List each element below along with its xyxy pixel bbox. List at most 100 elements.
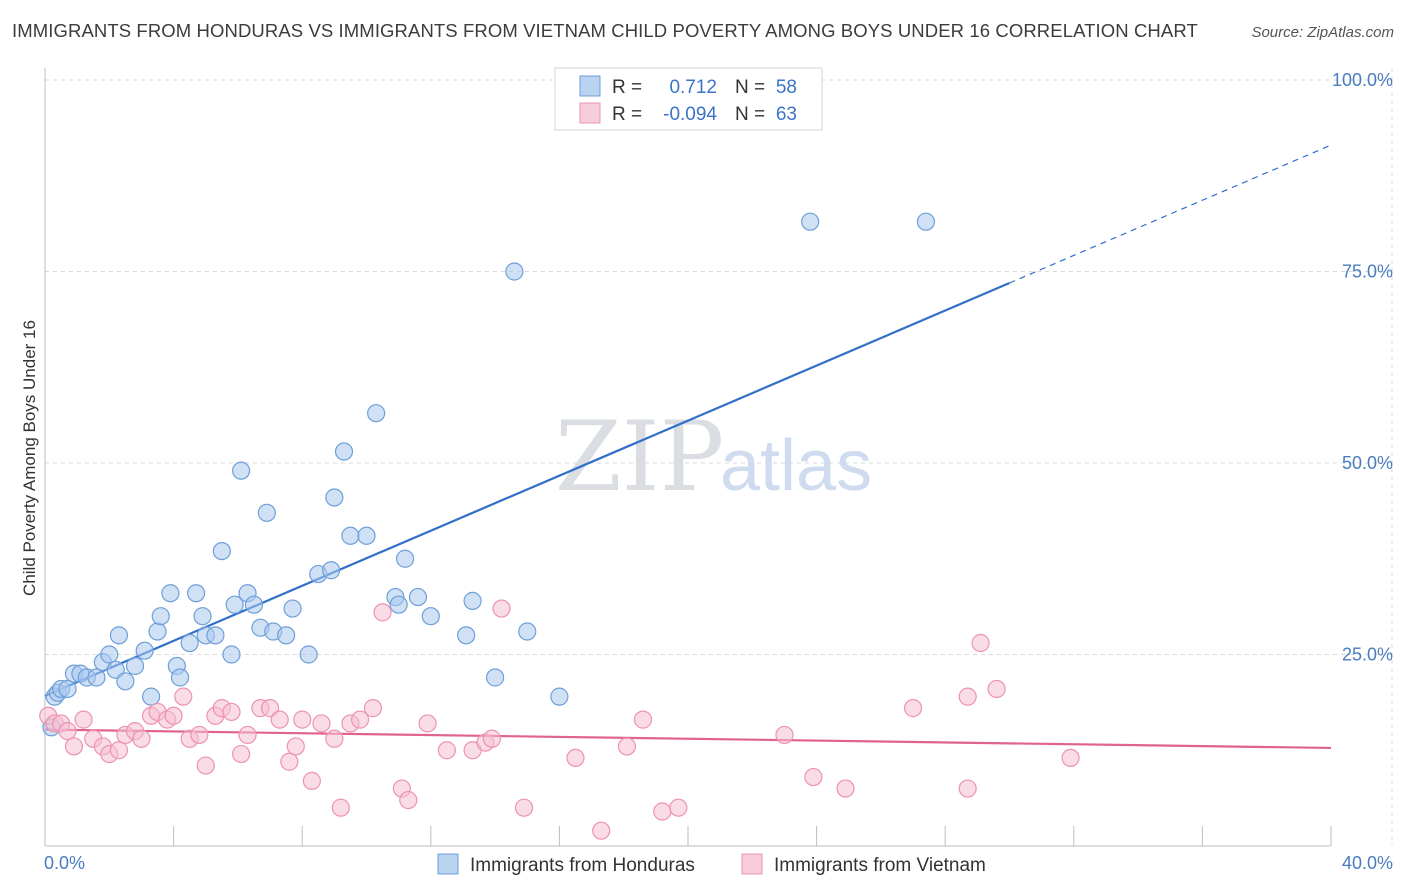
legend-r-label: R = [612,77,642,98]
honduras-point [135,641,154,660]
honduras-point [148,622,167,641]
vietnam-point [617,737,637,756]
honduras-point [109,626,129,645]
honduras-point [212,541,231,561]
vietnam-point [971,633,990,653]
chart-title: IMMIGRANTS FROM HONDURAS VS IMMIGRANTS F… [12,20,1198,41]
honduras-point [283,599,302,618]
gridlines [45,68,1393,846]
honduras-point [116,672,135,691]
honduras-point [225,595,244,614]
honduras-point [125,656,145,676]
vietnam-point [514,798,534,817]
watermark-atlas: atlas [720,426,872,506]
vietnam-point [775,725,794,745]
bottom-legend-label-vietnam: Immigrants from Vietnam [774,855,986,876]
honduras-point [180,633,199,653]
y-tick-label: 25.0% [1342,645,1393,665]
honduras-point [389,595,408,614]
data-points [39,212,1080,840]
vietnam-point [302,771,321,790]
vietnam-point [238,725,257,745]
bottom-legend-swatch-vietnam [741,853,763,875]
vietnam-point [903,699,923,718]
vietnam-trend-line [44,728,1332,750]
vietnam-point [399,790,418,810]
honduras-point [277,626,296,645]
honduras-point [141,687,161,706]
watermark-zip: ZIP [555,401,724,513]
vietnam-point [1061,748,1080,768]
honduras-point [58,679,77,699]
honduras-point [222,645,241,664]
honduras-point [801,212,820,231]
vietnam-point [132,729,151,748]
vietnam-point [958,687,977,706]
vietnam-point [222,702,241,722]
honduras-point [550,687,569,706]
honduras-point [257,503,276,522]
vietnam-point [987,679,1006,699]
vietnam-point [325,729,344,748]
x-tick-label-left: 0.0% [44,853,85,873]
honduras-point [325,488,344,507]
vietnam-point [669,798,688,817]
legend-r-value-vietnam: -0.094 [663,104,717,125]
legend-n-label: N = [735,77,765,98]
bottom-legend-swatch-honduras [437,853,459,875]
honduras-point [916,212,936,231]
vietnam-point [331,798,350,817]
vietnam-point [836,779,855,798]
tick-labels: 25.0% 50.0% 75.0% 100.0% 0.0% 40.0% [44,70,1393,873]
y-axis-title: Child Poverty Among Boys Under 16 [20,320,39,596]
vietnam-point [286,737,305,756]
legend: R = 0.712 N = 58 R = -0.094 N = 63 [554,67,823,131]
vietnam-point [232,744,251,764]
vietnam-point [804,767,823,787]
vietnam-point [592,821,611,840]
legend-swatch-honduras [579,75,601,97]
x-tick-label-right: 40.0% [1342,853,1393,873]
vietnam-point [633,710,653,729]
legend-n-label: N = [735,104,765,125]
watermark: ZIP atlas [555,401,872,513]
honduras-point [457,626,476,645]
honduras-point [322,561,341,580]
honduras-point [161,584,180,603]
vietnam-point [164,706,183,725]
honduras-point [395,549,415,568]
y-tick-label: 75.0% [1342,262,1393,282]
vietnam-point [64,737,84,756]
vietnam-point [566,748,585,768]
honduras-point [151,607,170,626]
honduras-point [206,626,225,645]
vietnam-point [653,802,672,821]
vietnam-point [312,714,331,733]
honduras-trend-extension [1009,144,1332,284]
honduras-point [367,404,386,423]
vietnam-point [280,752,299,771]
honduras-point [357,526,376,545]
vietnam-point [174,687,193,706]
vietnam-point [437,741,456,760]
vietnam-point [363,699,383,718]
vietnam-point [293,710,312,729]
legend-r-label: R = [612,104,642,125]
source-label: Source: ZipAtlas.com [1251,24,1394,41]
honduras-point [408,587,428,607]
honduras-point [100,645,119,664]
vietnam-point [74,710,93,729]
honduras-point [463,591,482,610]
honduras-point [244,595,264,614]
honduras-point [193,607,212,626]
honduras-point [187,584,206,603]
honduras-point [334,442,354,461]
honduras-point [518,622,537,641]
honduras-point [486,668,505,687]
vietnam-point [482,729,501,748]
vietnam-point [270,710,289,729]
vietnam-point [109,741,129,760]
honduras-point [299,645,318,664]
legend-swatch-vietnam [579,102,601,124]
